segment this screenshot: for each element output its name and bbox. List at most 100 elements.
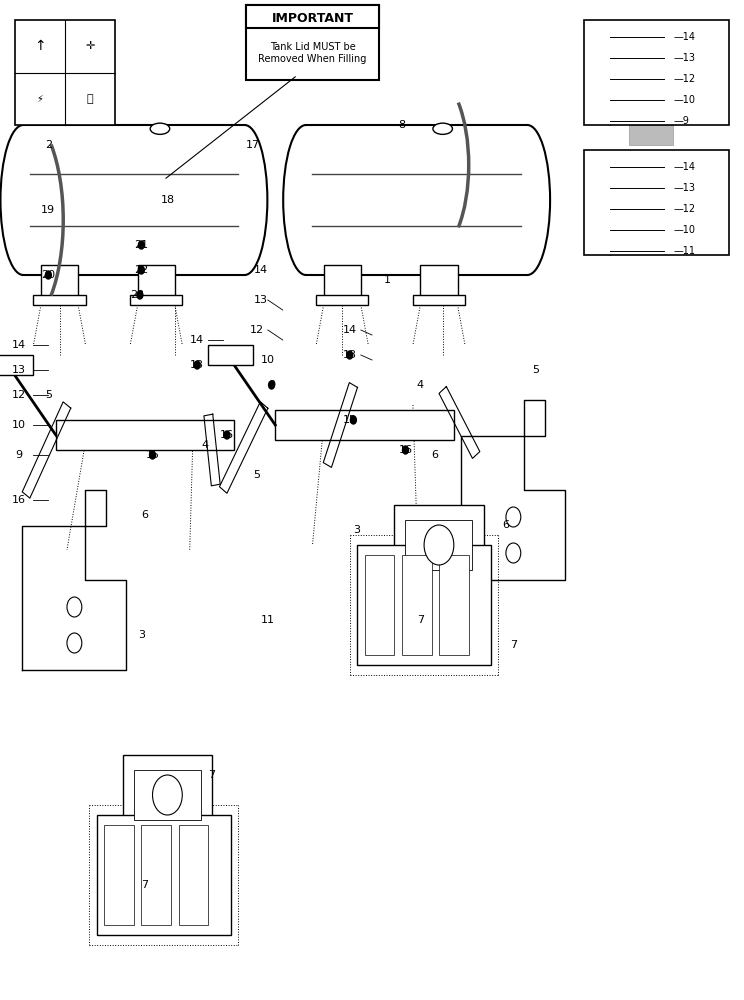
Text: 15: 15 [146,450,159,460]
Text: —13: —13 [674,53,696,63]
Bar [246,5,379,28]
Bar [316,295,368,305]
Circle shape [506,507,521,527]
Circle shape [403,446,408,454]
Bar [208,345,253,365]
Text: ⚡: ⚡ [36,94,43,104]
Text: 9: 9 [15,450,22,460]
Bar [629,125,673,145]
Text: —11: —11 [674,246,696,256]
Circle shape [269,381,275,389]
Text: 21: 21 [135,240,148,250]
Text: 18: 18 [161,195,174,205]
Circle shape [138,241,144,249]
Text: 20: 20 [42,270,55,280]
Text: 5: 5 [253,470,260,480]
Bar [405,520,472,570]
Circle shape [607,205,613,213]
Text: 9: 9 [268,380,275,390]
Text: 13: 13 [343,350,356,360]
Text: 5: 5 [45,390,52,400]
Text: —13: —13 [674,183,696,193]
Circle shape [607,96,613,104]
Bar [138,265,175,300]
Circle shape [347,351,353,359]
Text: —14: —14 [674,32,696,42]
Ellipse shape [433,123,452,134]
Bar [134,770,201,820]
Polygon shape [439,387,480,458]
Text: 23: 23 [131,290,144,300]
Circle shape [607,184,613,192]
Text: 13: 13 [190,360,204,370]
FancyBboxPatch shape [246,5,379,80]
Circle shape [67,597,82,617]
Circle shape [67,633,82,653]
Bar [306,125,527,275]
Circle shape [350,416,356,424]
Bar [130,295,182,305]
Circle shape [607,54,613,62]
Text: 3: 3 [138,630,145,640]
Circle shape [607,33,613,41]
Text: 16: 16 [399,445,412,455]
Text: 7: 7 [417,615,424,625]
Polygon shape [219,402,268,493]
Text: 11: 11 [261,615,275,625]
Polygon shape [324,383,357,467]
Circle shape [607,75,613,83]
Text: 8: 8 [398,120,405,130]
Bar [584,150,729,255]
Circle shape [150,451,155,459]
Text: 3: 3 [353,525,361,535]
Bar [141,825,171,925]
Text: 10: 10 [261,355,275,365]
Text: 14: 14 [343,325,356,335]
Text: 13: 13 [12,365,25,375]
Circle shape [153,775,182,815]
Bar [41,265,78,300]
Bar [275,410,454,440]
Text: 12: 12 [250,325,263,335]
Circle shape [194,361,200,369]
Ellipse shape [150,123,170,134]
Bar [123,755,212,835]
Text: 14: 14 [254,265,267,275]
Text: 22: 22 [134,265,149,275]
Text: —14: —14 [674,162,696,172]
Text: 15: 15 [343,415,356,425]
Text: 13: 13 [254,295,267,305]
Bar [56,420,234,450]
Bar [23,125,245,275]
Bar [394,505,484,585]
Circle shape [424,525,454,565]
Bar [365,555,394,655]
Text: 1: 1 [383,275,391,285]
Text: 7: 7 [510,640,517,650]
Text: 6: 6 [432,450,439,460]
Text: 14: 14 [12,340,25,350]
Text: 12: 12 [12,390,25,400]
Bar [584,20,729,125]
Text: IMPORTANT: IMPORTANT [272,11,353,24]
Text: —9: —9 [674,116,690,126]
Circle shape [506,543,521,563]
Text: 17: 17 [246,140,260,150]
Bar [179,825,208,925]
Text: 5: 5 [532,365,539,375]
Text: 14: 14 [190,335,204,345]
Circle shape [45,271,51,279]
Bar [104,825,134,925]
Text: 4: 4 [201,440,208,450]
Bar [324,265,361,300]
Circle shape [224,431,230,439]
Text: ✛: ✛ [86,41,95,51]
Bar [420,265,458,300]
Circle shape [137,291,143,299]
Bar [357,545,491,665]
Text: 16: 16 [12,495,25,505]
Polygon shape [22,402,71,498]
Bar [0,355,33,375]
Circle shape [607,226,613,234]
Bar [97,815,231,935]
